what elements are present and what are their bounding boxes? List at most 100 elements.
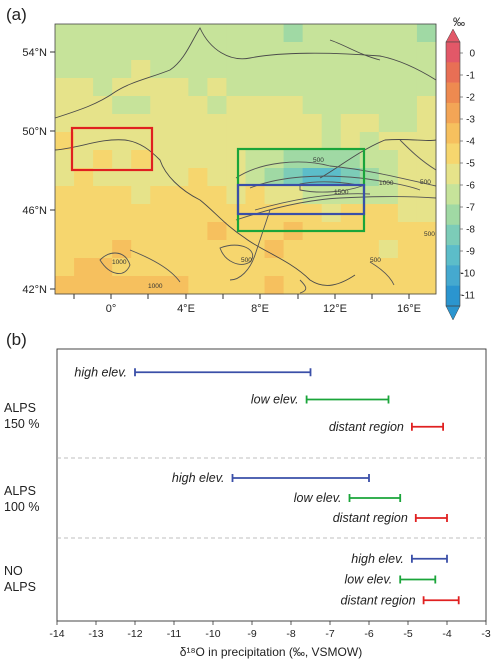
map-cell	[359, 258, 380, 277]
range-bar: high elev.	[74, 365, 312, 379]
colorbar-tick-label: -6	[466, 181, 475, 192]
map-cell	[188, 168, 208, 187]
map-cell	[74, 258, 94, 277]
map-cell	[321, 96, 342, 115]
map-cell	[169, 60, 189, 79]
map-cell	[226, 168, 246, 187]
map-cell	[226, 204, 246, 223]
map-cell	[169, 96, 189, 115]
map-cell	[93, 150, 113, 169]
map-cell	[340, 78, 361, 97]
range-bar-label: low elev.	[344, 573, 392, 587]
lat-axis: 54°N 50°N 46°N 42°N	[22, 47, 55, 296]
map-cell	[378, 60, 399, 79]
colorbar: ‰ 0 -1 -2 -3 -4 -5 -6 -7 -8 -9 -10 -11	[445, 15, 475, 321]
map-cell	[169, 132, 189, 151]
map-cell	[169, 222, 189, 241]
map-cell	[359, 24, 380, 43]
map-cell	[302, 78, 323, 97]
map-cell	[131, 222, 151, 241]
colorbar-segment	[446, 265, 460, 286]
map-cell	[264, 186, 284, 205]
colorbar-frame	[445, 41, 461, 307]
map-cell	[302, 276, 323, 295]
colorbar-max-arrow	[445, 28, 461, 43]
contour-label: 500	[370, 257, 381, 264]
lat-tick-label: 54°N	[22, 47, 47, 59]
map-cell	[55, 240, 75, 259]
map-cell	[131, 24, 151, 43]
map-cell	[188, 42, 208, 61]
map-cell	[55, 42, 75, 61]
map-cell	[55, 60, 75, 79]
coastlines	[54, 27, 437, 286]
map-cell	[378, 42, 399, 61]
map-cell	[112, 204, 132, 223]
map-cell	[131, 240, 151, 259]
map-cell	[359, 78, 380, 97]
map-cell	[321, 24, 342, 43]
map-cell	[378, 114, 399, 133]
colorbar-unit: ‰	[453, 15, 465, 29]
colorbar-segment	[446, 184, 460, 205]
map-cell	[416, 240, 437, 259]
map-cell	[302, 240, 323, 259]
map-cell	[131, 204, 151, 223]
map-cell	[55, 132, 75, 151]
panel-a-label: (a)	[6, 5, 27, 24]
map-cell	[207, 78, 227, 97]
map-cell	[207, 186, 227, 205]
map-cell	[416, 168, 437, 187]
map-cell	[245, 276, 265, 295]
map-cell	[93, 96, 113, 115]
map-cell	[93, 168, 113, 187]
lon-tick-label: 16°E	[397, 303, 421, 315]
contour-label: 500	[313, 157, 324, 164]
map-cell	[188, 132, 208, 151]
map-heatmap	[55, 24, 437, 295]
map-cell	[131, 168, 151, 187]
map-cell	[150, 222, 170, 241]
range-bar: high elev.	[351, 552, 448, 566]
map-cell	[131, 60, 151, 79]
x-tick-label: -6	[364, 628, 373, 640]
map-cell	[283, 24, 304, 43]
map-cell	[188, 150, 208, 169]
map-cell	[416, 96, 437, 115]
map-cell	[397, 276, 418, 295]
map-cell	[55, 276, 75, 295]
colorbar-segment	[446, 204, 460, 226]
map-cell	[302, 96, 323, 115]
map-cell	[169, 276, 189, 295]
map-cell	[74, 42, 94, 61]
map-cell	[74, 132, 94, 151]
map-cell	[188, 60, 208, 79]
map-cell	[378, 150, 399, 169]
region-high-elev-box	[236, 183, 366, 216]
map-cell	[359, 240, 380, 259]
map-cell	[188, 24, 208, 43]
contour-label: 1000	[112, 259, 127, 266]
map-cell	[264, 114, 284, 133]
map-cell	[226, 114, 246, 133]
map-cell	[283, 78, 304, 97]
contour-label: 1000	[148, 283, 163, 290]
map-cell	[378, 204, 399, 223]
group-label: ALPS	[4, 580, 36, 594]
map-cell	[245, 24, 265, 43]
map-cell	[321, 114, 342, 133]
map-cell	[150, 24, 170, 43]
map-cell	[169, 150, 189, 169]
map-cell	[283, 42, 304, 61]
map-cell	[283, 240, 304, 259]
colorbar-segment	[446, 102, 460, 124]
map-cell	[340, 240, 361, 259]
map-cell	[93, 186, 113, 205]
map-cell	[378, 276, 399, 295]
range-bar: distant region	[333, 511, 448, 525]
map-cell	[207, 132, 227, 151]
map-cell	[359, 186, 380, 205]
map-cell	[264, 24, 284, 43]
map-cell	[397, 240, 418, 259]
map-cell	[245, 42, 265, 61]
